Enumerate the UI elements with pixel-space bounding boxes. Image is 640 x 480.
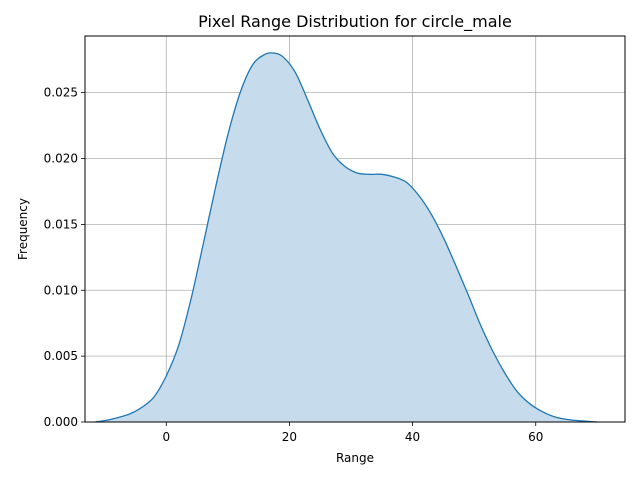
x-tick-label: 20 (282, 430, 297, 444)
y-tick-label: 0.000 (44, 415, 78, 429)
y-axis: 0.000 0.005 0.010 0.015 0.020 0.025 (44, 86, 85, 429)
y-tick-label: 0.005 (44, 349, 78, 363)
y-tick-label: 0.010 (44, 283, 78, 297)
density-line (95, 52, 598, 423)
y-tick-label: 0.020 (44, 152, 78, 166)
x-tick-label: 40 (405, 430, 420, 444)
density-area (95, 52, 598, 423)
plot-frame (84, 35, 626, 423)
x-axis: 0 20 40 60 (162, 422, 543, 444)
y-tick-label: 0.025 (44, 86, 78, 100)
x-tick-label: 60 (528, 430, 543, 444)
y-tick-label: 0.015 (44, 217, 78, 231)
y-axis-label: Frequency (16, 198, 30, 260)
density-fill (95, 52, 598, 423)
chart-title: Pixel Range Distribution for circle_male (198, 12, 512, 32)
x-tick-label: 0 (162, 430, 170, 444)
x-axis-label: Range (336, 451, 374, 465)
